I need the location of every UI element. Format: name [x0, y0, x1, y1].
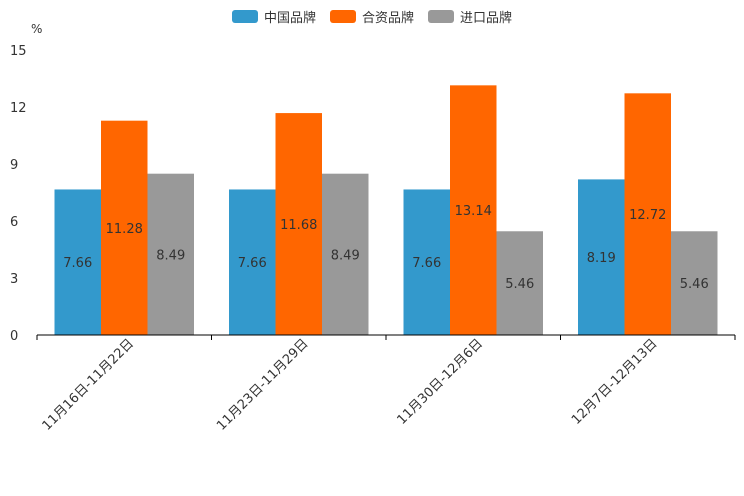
bar-value-label: 5.46	[680, 277, 709, 292]
y-tick-label: 6	[10, 215, 18, 230]
legend-swatch-imported-brand	[428, 9, 454, 23]
x-category-label: 11月23日-11月29日	[214, 336, 311, 433]
bar-value-label: 7.66	[63, 256, 92, 271]
bar-value-label: 8.19	[587, 251, 616, 266]
bar[interactable]	[671, 231, 718, 335]
legend: 中国品牌 合资品牌 进口品牌	[0, 5, 744, 27]
bar-value-label: 13.14	[455, 204, 492, 219]
y-tick-label: 3	[10, 272, 18, 287]
x-category-label: 11月30日-12月6日	[394, 336, 486, 428]
legend-item-china-brand[interactable]: 中国品牌	[231, 7, 316, 26]
y-tick-label: 0	[10, 329, 18, 344]
bar-value-label: 11.68	[280, 218, 317, 233]
legend-swatch-joint-venture-brand	[329, 9, 356, 23]
bar[interactable]	[54, 189, 102, 335]
bar[interactable]	[496, 231, 544, 335]
x-category-label: 11月16日-11月22日	[40, 336, 137, 433]
bar[interactable]	[450, 85, 497, 335]
bar-value-label: 8.49	[331, 248, 360, 263]
y-axis-unit-label: %	[31, 22, 42, 36]
bar[interactable]	[275, 113, 323, 335]
y-tick-label: 15	[10, 44, 27, 59]
bars-group: 7.66 11.28 8.49 7.66 11.68 8.49 7.66 13.14 5.46 8…	[54, 85, 718, 336]
bar[interactable]	[101, 120, 148, 336]
bar-value-label: 7.66	[238, 256, 267, 271]
x-category-label: 12月7日-12月13日	[569, 336, 661, 428]
bar-value-label: 7.66	[412, 256, 441, 271]
y-tick-label: 9	[10, 158, 18, 173]
bar-value-label: 11.28	[106, 222, 143, 237]
y-axis: % 0 3 6 9 12 15	[10, 22, 42, 344]
bar-value-label: 5.46	[505, 277, 534, 292]
legend-label-joint-venture-brand: 合资品牌	[361, 10, 414, 26]
x-axis: 11月16日-11月22日 11月23日-11月29日 11月30日-12月6日 12…	[36, 334, 736, 434]
bar[interactable]	[229, 189, 276, 335]
legend-label-china-brand: 中国品牌	[263, 10, 316, 26]
bar[interactable]	[403, 189, 451, 335]
bar[interactable]	[578, 179, 625, 335]
bar-value-label: 8.49	[156, 248, 185, 263]
bar-value-label: 12.72	[629, 208, 666, 223]
legend-item-joint-venture-brand[interactable]: 合资品牌	[329, 7, 414, 26]
bar[interactable]	[624, 93, 672, 335]
legend-label-imported-brand: 进口品牌	[460, 10, 513, 26]
legend-swatch-china-brand	[231, 9, 258, 23]
bar[interactable]	[322, 173, 369, 335]
bar[interactable]	[147, 173, 195, 335]
y-tick-label: 12	[10, 101, 27, 116]
legend-item-imported-brand[interactable]: 进口品牌	[428, 7, 512, 26]
